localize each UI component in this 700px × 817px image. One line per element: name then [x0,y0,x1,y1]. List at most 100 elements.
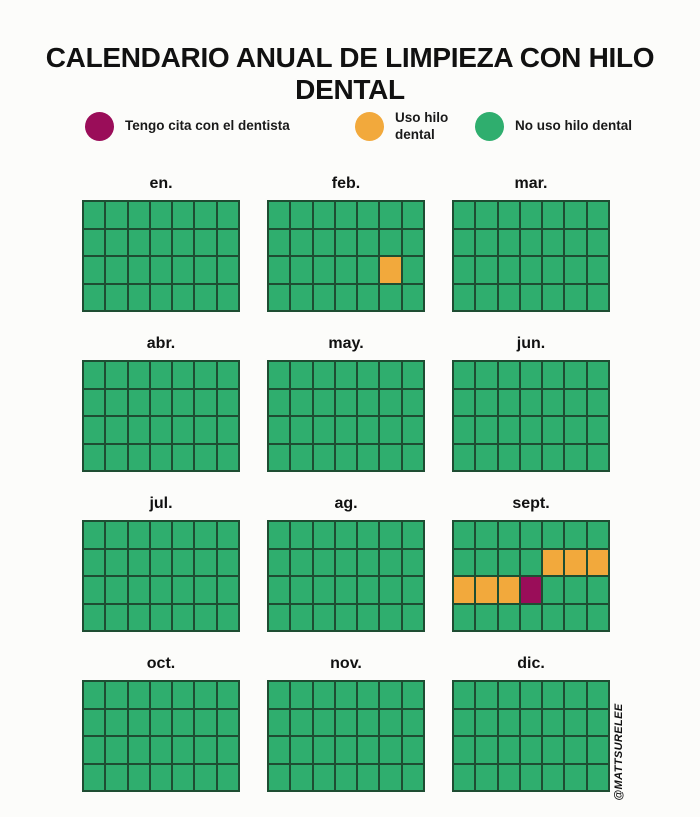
day-cell-green [520,709,542,735]
day-cell-green [402,284,423,310]
day-cell-green [173,709,194,735]
day-cell-green [217,389,238,415]
day-cell-green [313,709,334,735]
day-cell-green [84,682,105,708]
day-cell-green [335,257,357,283]
legend-item-floss: Uso hilo dental [355,110,469,144]
day-cell-green [150,389,172,415]
day-cell-green [217,764,238,790]
day-cell-green [565,577,586,603]
day-cell-green [291,682,312,708]
day-cell-green [173,362,194,388]
day-cell-green [402,709,423,735]
month-grid [82,200,240,312]
floss-swatch-icon [355,112,384,142]
day-cell-green [269,737,290,763]
day-cell-orange [565,549,586,575]
day-cell-green [476,362,497,388]
month-label: abr. [146,335,176,352]
day-cell-green [476,709,497,735]
day-cell-green [173,284,194,310]
day-cell-green [358,682,379,708]
day-cell-green [587,362,608,388]
day-cell-green [313,737,334,763]
day-cell-green [217,737,238,763]
day-cell-green [313,202,334,228]
day-cell-green [498,202,519,228]
day-cell-green [498,682,519,708]
day-cell-green [402,764,423,790]
day-cell-green [313,444,334,470]
month-grid [452,200,610,312]
day-cell-green [291,444,312,470]
day-cell-green [587,444,608,470]
day-cell-green [128,709,149,735]
day-cell-green [543,362,564,388]
month-label: jul. [149,495,173,512]
day-cell-green [128,229,149,255]
day-cell-green [291,737,312,763]
day-cell-green [520,549,542,575]
day-cell-green [380,389,401,415]
day-cell-green [380,604,401,630]
day-cell-green [358,229,379,255]
day-cell-green [128,417,149,443]
day-cell-green [476,682,497,708]
legend: Tengo cita con el dentista Uso hilo dent… [0,110,700,156]
day-cell-green [173,737,194,763]
day-cell-green [84,284,105,310]
day-cell-green [173,522,194,548]
day-cell-green [454,257,475,283]
day-cell-orange [476,577,497,603]
day-cell-green [380,737,401,763]
day-cell-green [269,229,290,255]
day-cell-green [84,229,105,255]
day-cell-green [106,577,127,603]
day-cell-green [150,284,172,310]
day-cell-green [195,522,216,548]
day-cell-green [291,522,312,548]
day-cell-green [313,284,334,310]
day-cell-green [217,444,238,470]
day-cell-green [106,257,127,283]
day-cell-green [150,577,172,603]
day-cell-green [402,737,423,763]
day-cell-green [128,362,149,388]
day-cell-green [269,257,290,283]
day-cell-green [498,737,519,763]
day-cell-green [128,444,149,470]
day-cell-green [84,389,105,415]
day-cell-green [565,522,586,548]
day-cell-green [380,284,401,310]
day-cell-green [173,682,194,708]
month-grid [267,200,425,312]
month-block: feb. [267,175,425,312]
day-cell-green [402,549,423,575]
day-cell-green [565,737,586,763]
day-cell-green [358,604,379,630]
day-cell-green [106,229,127,255]
legend-label: No uso hilo dental [515,118,632,134]
day-cell-green [150,549,172,575]
day-cell-green [543,202,564,228]
day-cell-green [291,709,312,735]
day-cell-green [476,764,497,790]
day-cell-green [358,284,379,310]
day-cell-green [587,522,608,548]
month-grid [267,520,425,632]
day-cell-green [195,549,216,575]
day-cell-green [173,229,194,255]
day-cell-green [195,709,216,735]
day-cell-green [217,202,238,228]
day-cell-green [217,417,238,443]
day-cell-green [128,682,149,708]
day-cell-green [269,577,290,603]
day-cell-green [520,229,542,255]
month-label: en. [149,175,173,192]
day-cell-green [150,737,172,763]
day-cell-green [217,549,238,575]
page-title: CALENDARIO ANUAL DE LIMPIEZA CON HILO DE… [45,42,655,106]
day-cell-green [498,444,519,470]
day-cell-green [358,549,379,575]
day-cell-green [195,257,216,283]
